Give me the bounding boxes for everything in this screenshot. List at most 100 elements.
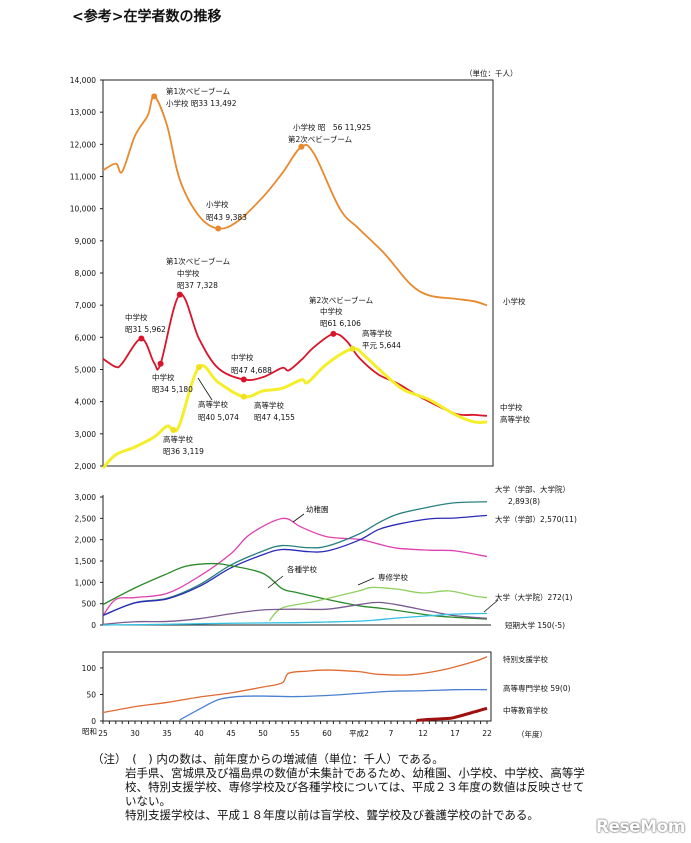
x-tick-label: 35 (162, 729, 172, 738)
annotation: 中学校 (231, 352, 254, 362)
data-point-marker (298, 143, 305, 150)
x-tick-label: 12 (418, 729, 428, 738)
annotation: 幼稚園 (306, 504, 329, 514)
page-title: <参考>在学者数の推移 (72, 9, 222, 25)
annotation: 昭31 5,962 (125, 325, 166, 334)
annotation: 高等学校 (254, 400, 284, 410)
x-tick-label: 17 (450, 729, 460, 738)
notes: （注） ( ) 内の数は、前年度からの増減値（単位：千人）である。 岩手県、宮城… (92, 752, 592, 822)
x-tick-label: 30 (130, 729, 140, 738)
unit-label: （単位：千人） (465, 68, 518, 78)
annotation: 第2次ベビーブーム (288, 134, 352, 144)
data-point-marker (151, 93, 158, 100)
annotation: 専修学校 (378, 572, 408, 582)
annotation: 昭47 4,155 (254, 413, 295, 422)
annotation: 小学校 (206, 199, 229, 209)
series-label: 大学（大学院）272(1) (495, 592, 573, 602)
annotation: 平元 5,644 (362, 341, 401, 350)
y-tick-label: 7,000 (75, 301, 97, 310)
resemom-logo: ReseMom (595, 817, 686, 837)
data-point-marker (240, 376, 247, 383)
annotation: 第1次ベビーブーム (166, 86, 230, 96)
x-tick-label: 55 (290, 729, 300, 738)
series-line-大学（学部） (102, 514, 488, 617)
annotation: 昭36 3,119 (163, 447, 204, 456)
series-label: 大学（学部）2,570(11) (495, 514, 577, 524)
x-tick-label: 40 (194, 729, 204, 738)
y-tick-label: 50 (86, 690, 96, 699)
bottom-right-labels: 特別支援学校 高等専門学校 59(0) 中等教育学校 昭和 （年度） (82, 654, 571, 739)
y-tick-label: 500 (82, 600, 97, 609)
annotation-arrow (197, 377, 213, 401)
y-tick-label: 0 (91, 717, 96, 726)
y-tick-label: 8,000 (75, 269, 97, 278)
bottom-plot-frame (102, 651, 492, 722)
middle-annotations: 幼稚園 各種学校 専修学校 (267, 504, 499, 613)
data-point-marker (138, 335, 145, 342)
series-line-高等専門学校 (179, 688, 488, 721)
annotation: 各種学校 (287, 564, 317, 574)
series-line-幼稚園 (102, 517, 488, 617)
top-right-labels: 小学校 中学校 高等学校 (500, 296, 530, 424)
series-line-大学（学部、大学院） (102, 501, 488, 617)
x-era-label: 昭和 (82, 727, 97, 736)
series-line-各種学校 (102, 562, 488, 620)
data-point-marker (349, 345, 356, 352)
note-line: 特別支援学校は、平成１８年度以前は盲学校、聾学校及び養護学校の計である。 (125, 808, 539, 822)
annotation: 第1次ベビーブーム (166, 256, 230, 266)
y-tick-label: 3,000 (75, 430, 97, 439)
annotation-arrow (357, 577, 375, 586)
x-tick-label: 平成2 (349, 728, 369, 738)
x-tick-label: 45 (226, 729, 236, 738)
y-tick-label: 12,000 (70, 140, 96, 149)
annotation: 小学校 昭33 13,492 (166, 98, 237, 108)
y-tick-label: 3,000 (75, 493, 97, 502)
annotation: 高等学校 (163, 434, 193, 444)
series-label: 高等学校 (500, 414, 530, 424)
series-label: 高等専門学校 59(0) (503, 683, 571, 693)
note-line: （注） ( ) 内の数は、前年度からの増減値（単位：千人）である。 (92, 752, 444, 766)
middle-right-labels: 大学（学部、大学院） 2,893(8) 大学（学部）2,570(11) 大学（大… (495, 484, 577, 630)
annotation-arrow (292, 513, 305, 523)
y-tick-label: 1,000 (75, 578, 97, 587)
data-point-marker (215, 225, 222, 232)
x-tick-label: 25 (98, 729, 108, 738)
data-point-marker (196, 364, 202, 371)
data-point-marker (330, 330, 337, 337)
annotation: 昭34 5,180 (152, 385, 193, 394)
annotation: 中学校 (320, 306, 343, 316)
y-tick-label: 9,000 (75, 237, 97, 246)
y-tick-label: 2,000 (75, 536, 97, 545)
series-line-小学校 (102, 95, 488, 307)
annotation: 中学校 (152, 372, 175, 382)
y-tick-label: 14,000 (70, 76, 96, 85)
annotation: 昭40 5,074 (198, 413, 239, 422)
annotation: 昭43 9,383 (206, 213, 247, 222)
top-annotations: 第1次ベビーブーム 小学校 昭33 13,492 小学校 昭43 9,383 小… (125, 86, 401, 456)
series-label: 短期大学 150(-5) (505, 620, 565, 630)
series-line-専修学校 (268, 586, 488, 622)
annotation: 昭61 6,106 (320, 319, 361, 328)
series-label: 中等教育学校 (503, 705, 548, 715)
y-tick-label: 100 (82, 664, 97, 673)
data-point-marker (240, 393, 247, 400)
data-point-marker (170, 427, 177, 434)
x-axis-label: （年度） (517, 729, 547, 739)
annotation-arrow (483, 599, 499, 613)
y-tick-label: 6,000 (75, 333, 97, 342)
annotation: 昭47 4,688 (231, 366, 272, 375)
series-line-短期大学 (102, 601, 488, 626)
annotation: 小学校 昭 56 11,925 (293, 122, 371, 132)
annotation: 高等学校 (362, 328, 392, 338)
y-tick-label: 10,000 (70, 205, 96, 214)
x-tick-label: 7 (389, 729, 394, 738)
annotation: 第2次ベビーブーム (309, 295, 373, 305)
y-tick-label: 13,000 (70, 108, 96, 117)
note-line: 岩手県、宮城県及び福島県の数値が未集計であるため、幼稚園、小学校、中学校、高等学… (125, 766, 585, 808)
data-point-marker (157, 360, 164, 367)
annotation-arrow (267, 575, 284, 589)
series-line-大学（大学院） (102, 612, 488, 626)
series-label: 中学校 (500, 402, 523, 412)
